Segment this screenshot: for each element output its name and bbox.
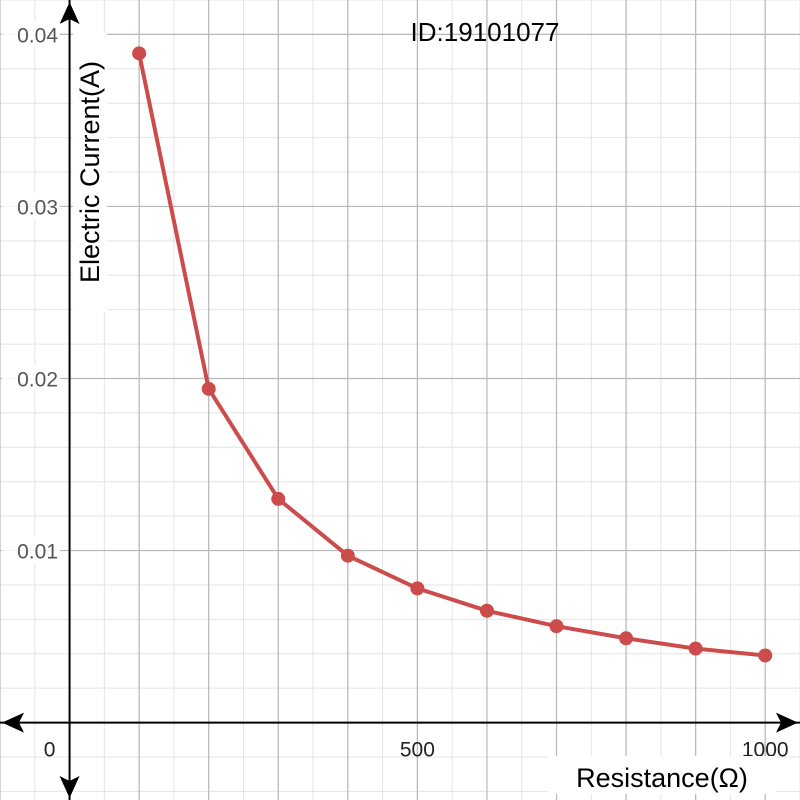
y-tick-label: 0.01 (17, 541, 58, 564)
y-axis-title-group: Electric Current(A) (73, 32, 107, 312)
data-point (549, 619, 564, 634)
x-axis-title: Resistance(Ω) (576, 763, 748, 793)
y-tick-label: 0.02 (17, 368, 58, 391)
chart-annotation: ID:19101077 (411, 17, 560, 47)
data-point (340, 548, 355, 563)
y-axis-title: Electric Current(A) (75, 61, 105, 283)
y-tick-label-bg (2, 21, 60, 48)
x-axis-title-group: Resistance(Ω) (548, 756, 776, 794)
x-axis-title-bg (548, 756, 776, 794)
x-axis-arrow-left (2, 712, 24, 733)
data-point (271, 491, 286, 506)
x-tick-label: 0 (44, 739, 56, 762)
tick-labels: 0 500 1000 0.01 0.02 0.03 0.04 (2, 21, 789, 762)
y-tick-label-bg (2, 537, 60, 564)
y-tick-label-bg (2, 193, 60, 220)
y-axis-arrow-down (59, 776, 80, 798)
y-tick-label: 0.03 (17, 196, 58, 219)
data-point (688, 641, 703, 656)
x-tick-label: 500 (400, 739, 435, 762)
y-axis-arrow-up (59, 2, 80, 24)
x-tick-label: 1000 (742, 739, 789, 762)
data-point (132, 46, 147, 61)
series-layer (132, 46, 773, 663)
data-point (758, 648, 773, 663)
y-tick-label-bg (2, 365, 60, 392)
data-point (479, 603, 494, 618)
series-line (137, 51, 768, 658)
x-axis-arrow-right (776, 712, 798, 733)
data-point (619, 631, 634, 646)
y-tick-label: 0.04 (17, 24, 58, 47)
y-axis-title-bg (73, 32, 107, 312)
data-point (410, 581, 425, 596)
data-point (201, 381, 216, 396)
